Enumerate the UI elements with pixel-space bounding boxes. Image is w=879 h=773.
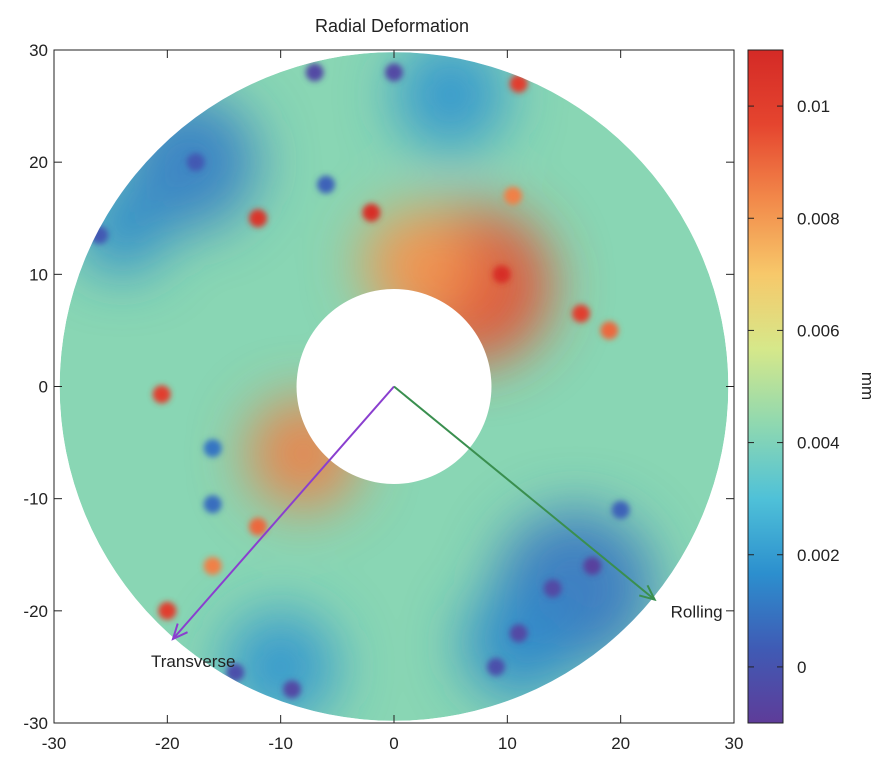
transverse-arrow-head xyxy=(171,623,188,641)
heat-spot xyxy=(249,209,267,228)
heat-spot xyxy=(317,175,335,194)
rolling-arrow-label: Rolling xyxy=(671,603,723,622)
transverse-arrow-line xyxy=(172,385,395,640)
heat-spot xyxy=(583,556,602,575)
x-tick-label: -20 xyxy=(155,734,180,753)
heat-region xyxy=(76,184,168,275)
heat-spot xyxy=(203,439,222,458)
heat-spot xyxy=(152,385,171,404)
y-tick-label: -20 xyxy=(23,602,48,621)
colorbar: 0 0.002 0.004 0.006 0.008 0.01 mm xyxy=(747,49,877,724)
heat-spot xyxy=(504,186,522,205)
heat-region xyxy=(246,397,360,510)
heat-spot xyxy=(305,63,324,82)
colorbar-tick-label: 0 xyxy=(797,658,806,677)
colorbar-tick-label: 0.008 xyxy=(797,209,840,228)
x-tick-label: 20 xyxy=(611,734,630,753)
heat-spot xyxy=(158,601,177,620)
heat-spot xyxy=(385,63,403,82)
y-tick-label: 10 xyxy=(29,265,48,284)
heat-spot xyxy=(657,601,675,620)
x-tick-label: -30 xyxy=(42,734,67,753)
heat-spot xyxy=(249,517,267,536)
heat-spot xyxy=(90,226,109,245)
x-tick-label: 30 xyxy=(725,734,744,753)
x-tick-label: 10 xyxy=(498,734,517,753)
heat-spot xyxy=(492,265,511,284)
rolling-arrow-line xyxy=(393,385,656,601)
heat-spot xyxy=(362,203,381,222)
colorbar-gradient xyxy=(747,49,784,724)
rolling-arrow-head xyxy=(638,584,657,602)
colorbar-label: mm xyxy=(858,372,877,400)
heat-spot xyxy=(543,579,562,598)
y-tick-label: 30 xyxy=(29,41,48,60)
heatmap-spots xyxy=(90,63,675,699)
heat-spot xyxy=(611,500,630,519)
direction-arrows: Transverse Rolling xyxy=(151,385,723,671)
chart-title: Radial Deformation xyxy=(315,16,469,36)
x-tick-label: 0 xyxy=(389,734,398,753)
heat-spot xyxy=(186,153,205,172)
y-tick-label: -30 xyxy=(23,714,48,733)
heat-region xyxy=(360,207,474,320)
heat-spot xyxy=(509,624,528,643)
x-tick-label: -10 xyxy=(268,734,293,753)
colorbar-tick-label: 0.01 xyxy=(797,97,830,116)
colorbar-ticks: 0 0.002 0.004 0.006 0.008 0.01 xyxy=(748,97,840,677)
heat-spot xyxy=(487,657,505,676)
colorbar-tick-label: 0.006 xyxy=(797,321,840,340)
heat-region xyxy=(394,38,508,151)
y-axis-ticks: -30 -20 -10 0 10 20 30 xyxy=(23,41,734,733)
heat-region xyxy=(223,610,338,724)
colorbar-tick-label: 0.002 xyxy=(797,546,840,565)
heat-spot xyxy=(600,321,619,340)
y-tick-label: 0 xyxy=(39,378,48,397)
heat-spot xyxy=(203,556,222,575)
heat-spot xyxy=(118,102,137,121)
heat-spot xyxy=(226,663,245,682)
heat-spot xyxy=(509,74,528,93)
y-tick-label: 20 xyxy=(29,153,48,172)
heat-spot xyxy=(283,680,301,699)
heatmap-annulus xyxy=(59,38,729,724)
colorbar-tick-label: 0.004 xyxy=(797,434,840,453)
transverse-arrow-label: Transverse xyxy=(151,652,235,671)
heat-spot xyxy=(572,304,590,323)
y-tick-label: -10 xyxy=(23,490,48,509)
x-axis-ticks: -30 -20 -10 0 10 20 30 xyxy=(42,50,744,753)
heat-region xyxy=(462,588,576,701)
heat-spot xyxy=(203,495,222,514)
